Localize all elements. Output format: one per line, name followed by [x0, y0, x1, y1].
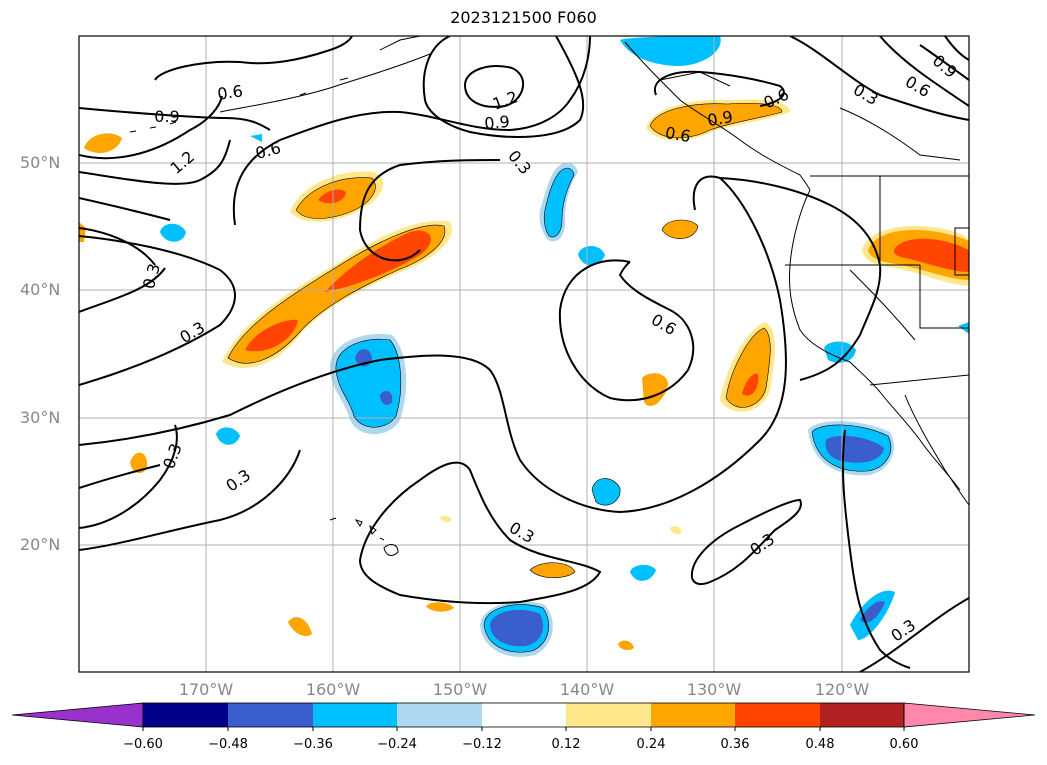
negative-anomaly-area [335, 339, 401, 428]
positive-anomaly-area [650, 103, 782, 138]
negative-anomaly-area [620, 36, 721, 66]
negative-anomaly-area [592, 478, 621, 506]
colorbar-tick-label: 0.48 [805, 737, 835, 752]
colorbar-bin [651, 703, 735, 727]
negative-anomaly-area [250, 134, 262, 142]
longitude-label: 130°W [686, 680, 742, 699]
colorbar-extend-low [11, 702, 144, 728]
negative-anomaly-area [490, 609, 544, 647]
latitude-label: 40°N [20, 280, 61, 299]
colorbar-tick-label: 0.24 [636, 737, 666, 752]
positive-anomaly-area [440, 515, 452, 523]
negative-anomaly-area [160, 223, 186, 242]
map-frame [78, 35, 970, 673]
longitude-label: 120°W [814, 680, 870, 699]
colorbar-tick-label: −0.24 [377, 737, 417, 752]
positive-anomaly-area [662, 220, 698, 239]
positive-anomaly-area [288, 617, 312, 637]
colorbar-tick-label: 0.12 [551, 737, 581, 752]
positive-anomaly-area [130, 452, 148, 474]
negative-anomaly-area [578, 245, 605, 266]
map-title: 2023121500 F060 [450, 8, 597, 27]
positive-anomaly-area [742, 373, 759, 396]
colorbar-tick-label: −0.48 [208, 737, 248, 752]
negative-anomaly-area [216, 427, 240, 445]
contour-label: 0.6 [664, 123, 692, 146]
longitude-label: 160°W [305, 680, 361, 699]
latitude-label: 50°N [20, 153, 61, 172]
longitude-label: 170°W [178, 680, 234, 699]
colorbar-tick-label: 0.60 [889, 737, 919, 752]
colorbar-tick-label: −0.60 [123, 737, 163, 752]
longitude-label: 140°W [559, 680, 615, 699]
contour-label: 0.6 [216, 81, 244, 103]
positive-anomaly-area [530, 562, 575, 578]
contour-label: 0.9 [154, 107, 179, 126]
positive-anomaly-area [426, 602, 454, 612]
colorbar-tick-label: −0.36 [293, 737, 333, 752]
positive-anomaly-area [318, 189, 346, 204]
positive-anomaly-area [245, 319, 298, 352]
colorbar-bin [143, 703, 228, 727]
colorbar-tick-label: −0.12 [462, 737, 502, 752]
colorbar-bin [566, 703, 651, 727]
negative-anomaly-area [544, 168, 574, 238]
latitude-label: 30°N [20, 408, 61, 427]
positive-anomaly-area [670, 525, 682, 535]
positive-anomaly-area [618, 640, 634, 651]
colorbar-bin [820, 703, 904, 727]
negative-anomaly-area [824, 341, 856, 363]
graticule [79, 36, 969, 672]
negative-anomaly-area [630, 564, 656, 581]
positive-anomaly-area [893, 238, 969, 272]
positive-anomaly-area [325, 230, 431, 292]
colorbar-extend-high [903, 702, 1036, 728]
longitude-label: 150°W [432, 680, 488, 699]
colorbar-bin [313, 703, 397, 727]
positive-anomaly-area [84, 133, 122, 153]
contour-lines [79, 36, 969, 672]
negative-anomaly-area [860, 601, 885, 623]
contour-label: 0.9 [706, 107, 734, 130]
positive-anomaly-area [726, 328, 771, 408]
colorbar-bin [482, 703, 566, 727]
colorbar-bin [735, 703, 820, 727]
colorbar-bin [228, 703, 313, 727]
colorbar-tick-label: 0.36 [720, 737, 750, 752]
contour-label: 0.9 [484, 112, 511, 133]
negative-anomaly-area [380, 390, 393, 405]
latitude-label: 20°N [20, 535, 61, 554]
negative-anomaly-area [825, 435, 884, 463]
colorbar [11, 702, 1036, 731]
colorbar-bin [397, 703, 482, 727]
